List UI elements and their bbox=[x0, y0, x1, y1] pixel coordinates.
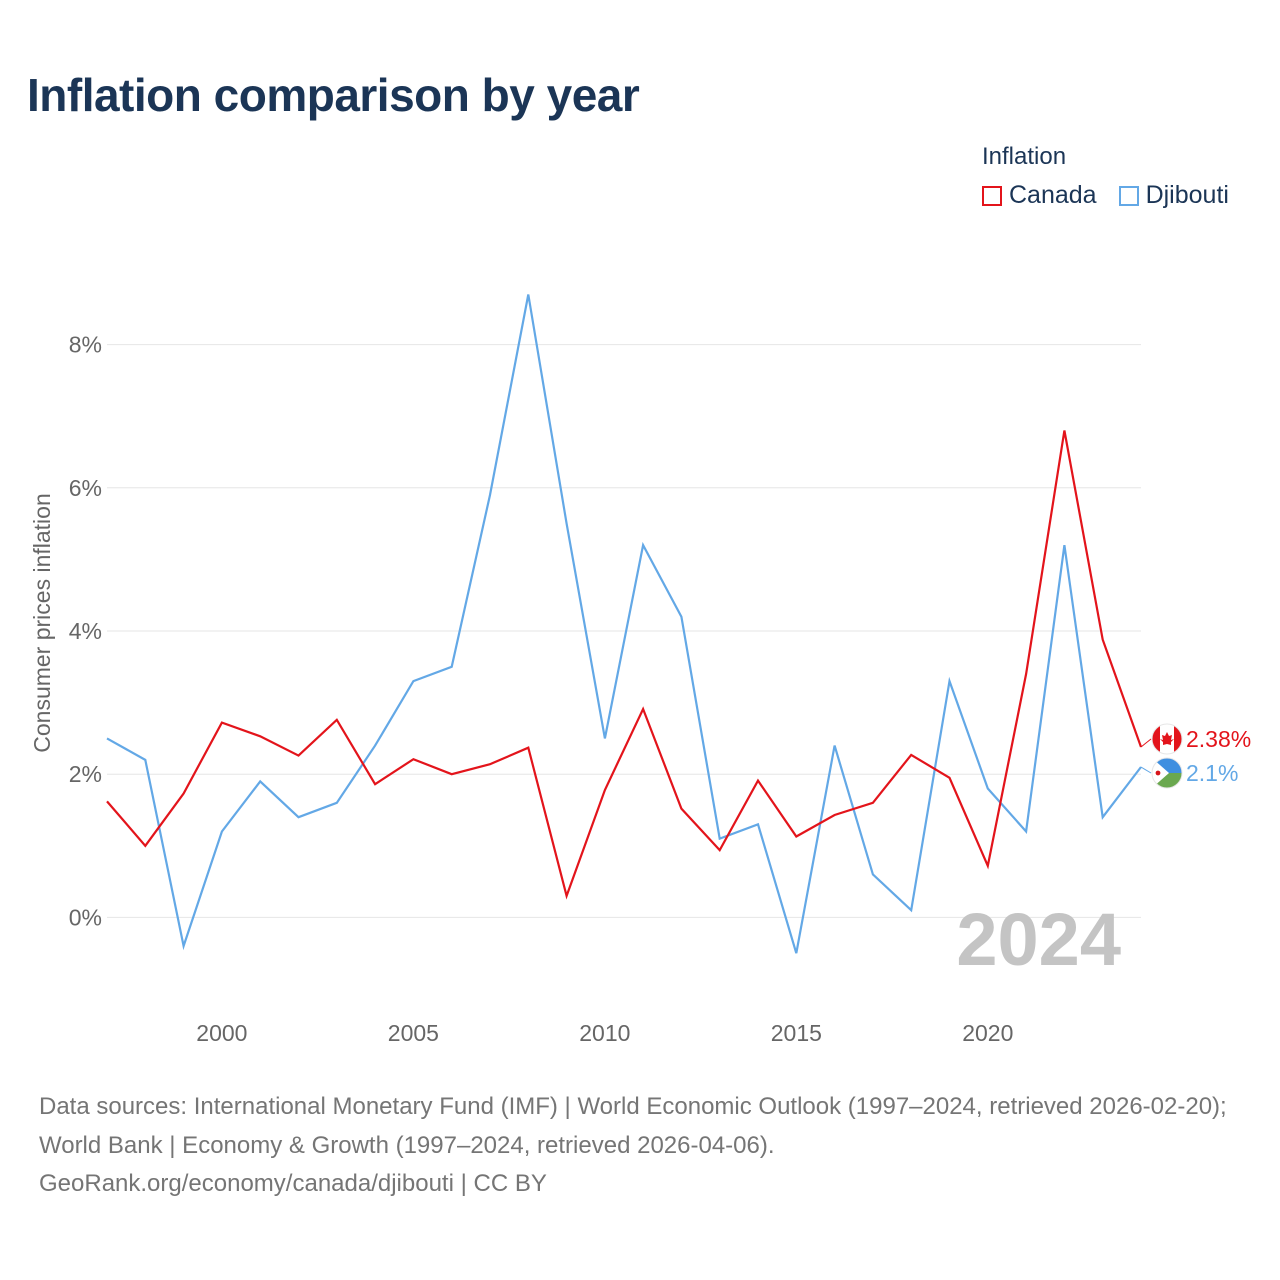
y-tick-label: 4% bbox=[69, 618, 102, 644]
legend-swatch-canada bbox=[982, 185, 1002, 206]
legend-title: Inflation bbox=[982, 143, 1067, 170]
y-axis-label: Consumer prices inflation bbox=[29, 493, 55, 753]
legend-label-canada: Canada bbox=[1009, 181, 1097, 209]
y-tick-label: 8% bbox=[69, 332, 102, 358]
x-axis-ticks: 2000 2005 2010 2015 2020 bbox=[196, 1020, 1013, 1046]
gridlines bbox=[107, 344, 1141, 918]
x-tick-label: 2005 bbox=[388, 1020, 439, 1046]
x-tick-label: 2000 bbox=[196, 1020, 247, 1046]
series-end-labels: 2.38% 2.1% bbox=[1140, 723, 1251, 789]
y-axis-ticks: 0% 2% 4% 6% 8% bbox=[69, 332, 102, 931]
series-lines bbox=[106, 294, 1143, 954]
x-tick-label: 2015 bbox=[771, 1020, 822, 1046]
footer: Data sources: International Monetary Fun… bbox=[39, 1088, 1249, 1204]
legend: Inflation Canada Djibouti bbox=[982, 143, 1229, 210]
end-label-djibouti: 2.1% bbox=[1186, 760, 1238, 786]
legend-label-djibouti: Djibouti bbox=[1145, 181, 1229, 209]
y-tick-label: 6% bbox=[69, 475, 102, 501]
y-tick-label: 0% bbox=[69, 904, 102, 930]
end-connector-canada bbox=[1140, 738, 1152, 748]
djibouti-flag-icon bbox=[1151, 757, 1183, 789]
legend-items: Canada Djibouti bbox=[982, 181, 1229, 210]
end-connector-djibouti bbox=[1140, 766, 1152, 774]
series-line-canada bbox=[106, 430, 1143, 900]
x-tick-label: 2020 bbox=[962, 1020, 1013, 1046]
legend-item-djibouti[interactable]: Djibouti bbox=[1118, 181, 1229, 210]
data-sources: Data sources: International Monetary Fun… bbox=[39, 1093, 1227, 1159]
legend-item-canada[interactable]: Canada bbox=[982, 181, 1097, 210]
year-watermark: 2024 bbox=[956, 898, 1121, 981]
x-tick-label: 2010 bbox=[579, 1020, 630, 1046]
credit-link[interactable]: GeoRank.org/economy/canada/djibouti | CC… bbox=[39, 1170, 547, 1197]
chart-title: Inflation comparison by year bbox=[27, 69, 640, 121]
y-tick-label: 2% bbox=[69, 761, 102, 787]
canada-flag-icon bbox=[1151, 723, 1183, 755]
legend-swatch-djibouti bbox=[1118, 185, 1139, 206]
series-line-djibouti bbox=[106, 294, 1142, 954]
end-label-canada: 2.38% bbox=[1186, 726, 1251, 752]
